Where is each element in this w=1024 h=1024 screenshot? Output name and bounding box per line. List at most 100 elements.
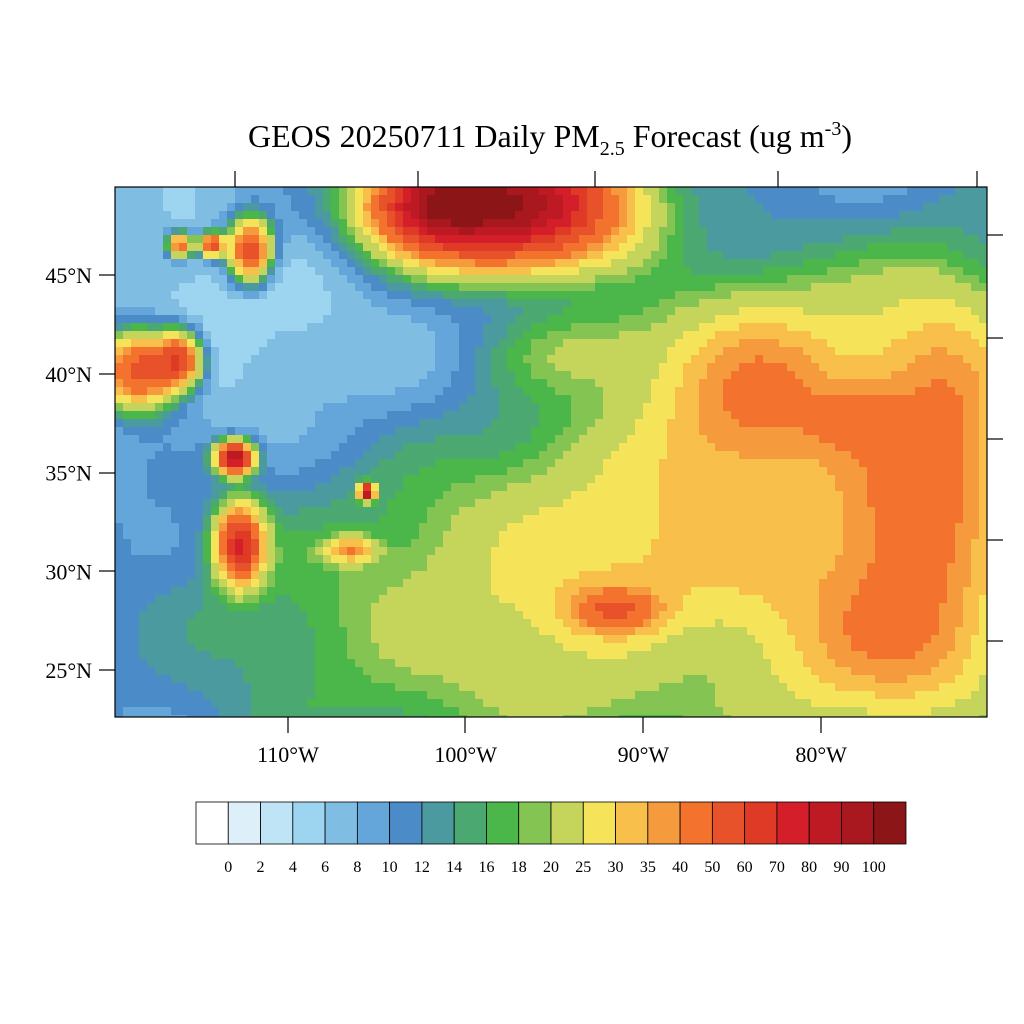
field-cell (411, 419, 420, 428)
field-cell (691, 395, 700, 404)
field-cell (203, 363, 212, 372)
field-cell (883, 299, 892, 308)
field-cell (739, 499, 748, 508)
field-cell (235, 379, 244, 388)
field-cell (499, 283, 508, 292)
field-cell (355, 307, 364, 316)
field-cell (691, 491, 700, 500)
field-cell (931, 491, 940, 500)
field-cell (643, 243, 652, 252)
field-cell (579, 331, 588, 340)
field-cell (883, 387, 892, 396)
field-cell (531, 267, 540, 276)
field-cell (267, 475, 276, 484)
field-cell (603, 491, 612, 500)
field-cell (451, 227, 460, 236)
field-cell (371, 395, 380, 404)
field-cell (907, 411, 916, 420)
field-cell (323, 267, 332, 276)
field-cell (667, 379, 676, 388)
field-cell (827, 507, 836, 516)
field-cell (219, 283, 228, 292)
field-cell (859, 275, 868, 284)
field-cell (323, 491, 332, 500)
field-cell (723, 443, 732, 452)
field-cell (827, 451, 836, 460)
field-cell (931, 387, 940, 396)
field-cell (331, 523, 340, 532)
field-cell (363, 443, 372, 452)
field-cell (411, 211, 420, 220)
field-cell (331, 539, 340, 548)
field-cell (443, 427, 452, 436)
field-cell (667, 299, 676, 308)
field-cell (267, 291, 276, 300)
field-cell (627, 363, 636, 372)
field-cell (163, 515, 172, 524)
field-cell (859, 227, 868, 236)
field-cell (155, 531, 164, 540)
field-cell (507, 491, 516, 500)
field-cell (475, 523, 484, 532)
field-cell (187, 211, 196, 220)
field-cell (947, 243, 956, 252)
field-cell (795, 307, 804, 316)
field-cell (955, 355, 964, 364)
field-cell (291, 515, 300, 524)
field-cell (195, 451, 204, 460)
field-cell (907, 291, 916, 300)
field-cell (563, 483, 572, 492)
field-cell (939, 539, 948, 548)
field-cell (147, 187, 156, 196)
field-cell (923, 523, 932, 532)
field-cell (899, 363, 908, 372)
field-cell (147, 307, 156, 316)
field-cell (699, 355, 708, 364)
field-cell (899, 507, 908, 516)
field-cell (267, 531, 276, 540)
field-cell (307, 323, 316, 332)
field-cell (131, 307, 140, 316)
field-cell (475, 499, 484, 508)
field-cell (819, 219, 828, 228)
field-cell (795, 451, 804, 460)
field-cell (379, 307, 388, 316)
field-cell (515, 187, 524, 196)
field-cell (411, 347, 420, 356)
field-cell (131, 227, 140, 236)
field-cell (427, 291, 436, 300)
field-cell (883, 243, 892, 252)
field-cell (459, 531, 468, 540)
field-cell (771, 515, 780, 524)
field-cell (283, 355, 292, 364)
field-cell (419, 395, 428, 404)
field-cell (555, 547, 564, 556)
field-cell (739, 483, 748, 492)
field-cell (123, 227, 132, 236)
field-cell (483, 435, 492, 444)
field-cell (915, 315, 924, 324)
field-cell (379, 531, 388, 540)
field-cell (811, 531, 820, 540)
field-cell (547, 235, 556, 244)
field-cell (715, 451, 724, 460)
field-cell (115, 187, 124, 196)
field-cell (691, 235, 700, 244)
field-cell (435, 419, 444, 428)
field-cell (211, 427, 220, 436)
field-cell (307, 371, 316, 380)
field-cell (883, 467, 892, 476)
field-cell (291, 307, 300, 316)
field-cell (571, 315, 580, 324)
field-cell (299, 267, 308, 276)
field-cell (523, 219, 532, 228)
field-cell (611, 483, 620, 492)
field-cell (955, 467, 964, 476)
field-cell (851, 307, 860, 316)
field-cell (883, 339, 892, 348)
field-cell (667, 411, 676, 420)
field-cell (339, 387, 348, 396)
field-cell (451, 531, 460, 540)
field-cell (123, 403, 132, 412)
field-cell (667, 507, 676, 516)
